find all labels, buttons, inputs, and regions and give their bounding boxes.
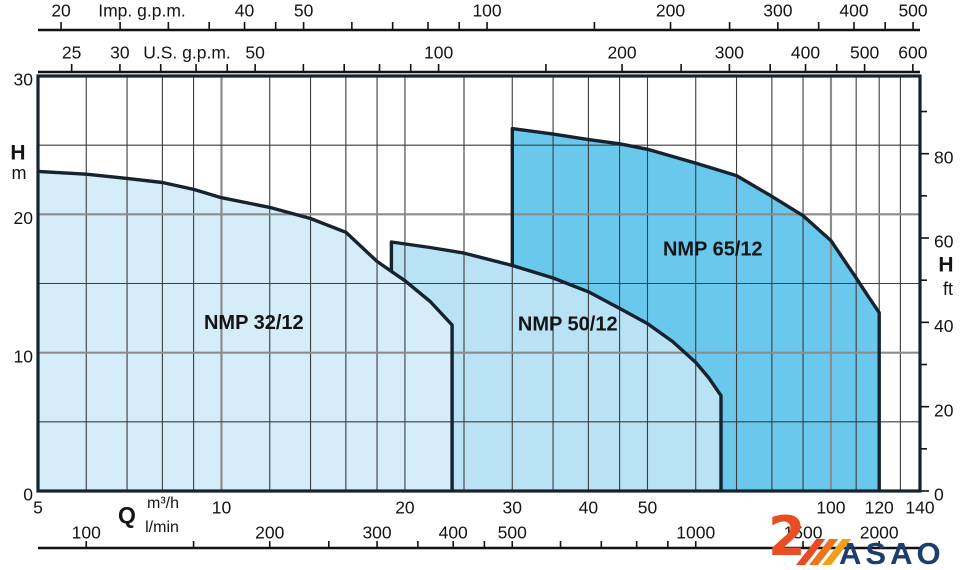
m3h-tick-label: 100 (816, 498, 845, 518)
series-curve-nmp-32-12 (37, 169, 454, 491)
h-ft-tick-label: 60 (934, 232, 954, 252)
series-label-nmp-32-12: NMP 32/12 (204, 312, 304, 334)
q-axis-title: Q (118, 502, 136, 528)
imp-gpm-tick-label: 20 (51, 1, 71, 21)
us-gpm-axis-title: U.S. g.p.m. (143, 43, 231, 63)
asao-logo: 2 ASAO (765, 505, 971, 570)
series-label-nmp-65-12: NMP 65/12 (663, 239, 763, 261)
series-labels: NMP 65/12 NMP 50/12 NMP 32/12 (204, 239, 763, 336)
us-gpm-tick-label: 25 (62, 43, 81, 63)
m3h-tick-label: 120 (865, 498, 894, 518)
axis-imp-gpm: 20 40 50 100 200 300 400 500 Imp. g.p.m. (38, 1, 928, 32)
lmin-unit-label: l/min (145, 519, 179, 536)
imp-gpm-tick-label: 500 (898, 1, 927, 21)
imp-gpm-tick-label: 300 (763, 1, 792, 21)
lmin-tick-label: 400 (439, 523, 468, 543)
imp-gpm-tick-label: 40 (235, 1, 255, 21)
h-ft-tick-label: 20 (934, 400, 954, 420)
imp-gpm-axis-title: Imp. g.p.m. (98, 1, 186, 21)
us-gpm-tick-label: 400 (791, 43, 820, 63)
h-ft-tick-label: 80 (934, 147, 954, 167)
m3h-unit-label: m³/h (147, 495, 179, 512)
h-ft-axis-title: H (938, 254, 953, 277)
imp-gpm-tick-label: 50 (294, 1, 314, 21)
m3h-tick-label: 50 (638, 498, 658, 518)
m3h-tick-label: 140 (905, 498, 934, 518)
h-m-tick-label: 30 (14, 70, 34, 90)
m3h-tick-label: 30 (503, 498, 523, 518)
m3h-tick-label: 40 (579, 498, 599, 518)
logo-stripes-icon (796, 539, 852, 565)
lmin-tick-label: 500 (498, 523, 527, 543)
axis-h-m: 0 10 20 30 Hm (10, 70, 33, 505)
lmin-tick-label: 200 (255, 523, 284, 543)
series-label-nmp-50-12: NMP 50/12 (518, 313, 618, 335)
axis-h-ft: 0 20 40 60 80 Hft (921, 110, 954, 505)
series-curve-nmp-65-12 (510, 126, 881, 491)
us-gpm-tick-label: 200 (607, 43, 636, 63)
lmin-tick-label: 300 (362, 523, 391, 543)
h-m-axis-title: H (10, 142, 25, 165)
series-outlines (37, 126, 881, 491)
h-m-tick-label: 10 (14, 346, 34, 366)
plot-border (36, 74, 922, 493)
h-m-tick-label: 0 (23, 485, 33, 505)
m3h-tick-label: 5 (33, 498, 43, 518)
lmin-tick-label: 100 (72, 523, 101, 543)
axis-q-m3h: 5 10 20 30 40 50 100 120 140 Q m³/h l/min (33, 495, 935, 536)
h-ft-tick-label: 0 (934, 485, 944, 505)
us-gpm-tick-label: 30 (110, 43, 130, 63)
m3h-tick-label: 10 (212, 498, 232, 518)
series-curve-nmp-50-12 (389, 240, 723, 491)
us-gpm-tick-label: 500 (850, 43, 879, 63)
axis-us-gpm: 25 30 50 100 200 300 400 500 600 U.S. g.p.m. (38, 43, 928, 74)
m3h-tick-label: 20 (395, 498, 415, 518)
us-gpm-tick-label: 100 (424, 43, 453, 63)
logo-swoosh-icon: 2 (768, 506, 806, 568)
series-area-nmp-32-12 (38, 171, 453, 491)
asao-logo-graphic: 2 ASAO (768, 505, 945, 570)
us-gpm-tick-label: 300 (715, 43, 744, 63)
h-m-tick-label: 20 (14, 208, 34, 228)
lmin-tick-label: 2000 (860, 523, 899, 543)
lmin-tick-label: 1000 (676, 523, 715, 543)
series-area-nmp-50-12 (391, 242, 721, 491)
h-ft-unit-label: ft (943, 279, 953, 299)
us-gpm-tick-label: 600 (898, 43, 927, 63)
axis-lmin: 100 200 300 400 500 1000 1500 2000 (38, 523, 920, 550)
series-fills (38, 128, 880, 491)
us-gpm-tick-label: 50 (245, 43, 265, 63)
plot-grid (38, 76, 920, 491)
h-ft-tick-label: 40 (934, 316, 954, 336)
imp-gpm-tick-label: 100 (472, 1, 501, 21)
imp-gpm-tick-label: 400 (839, 1, 868, 21)
h-m-unit-label: m (12, 163, 27, 183)
imp-gpm-tick-label: 200 (656, 1, 685, 21)
logo-wordmark: ASAO (839, 536, 945, 568)
lmin-tick-label: 1500 (784, 523, 823, 543)
